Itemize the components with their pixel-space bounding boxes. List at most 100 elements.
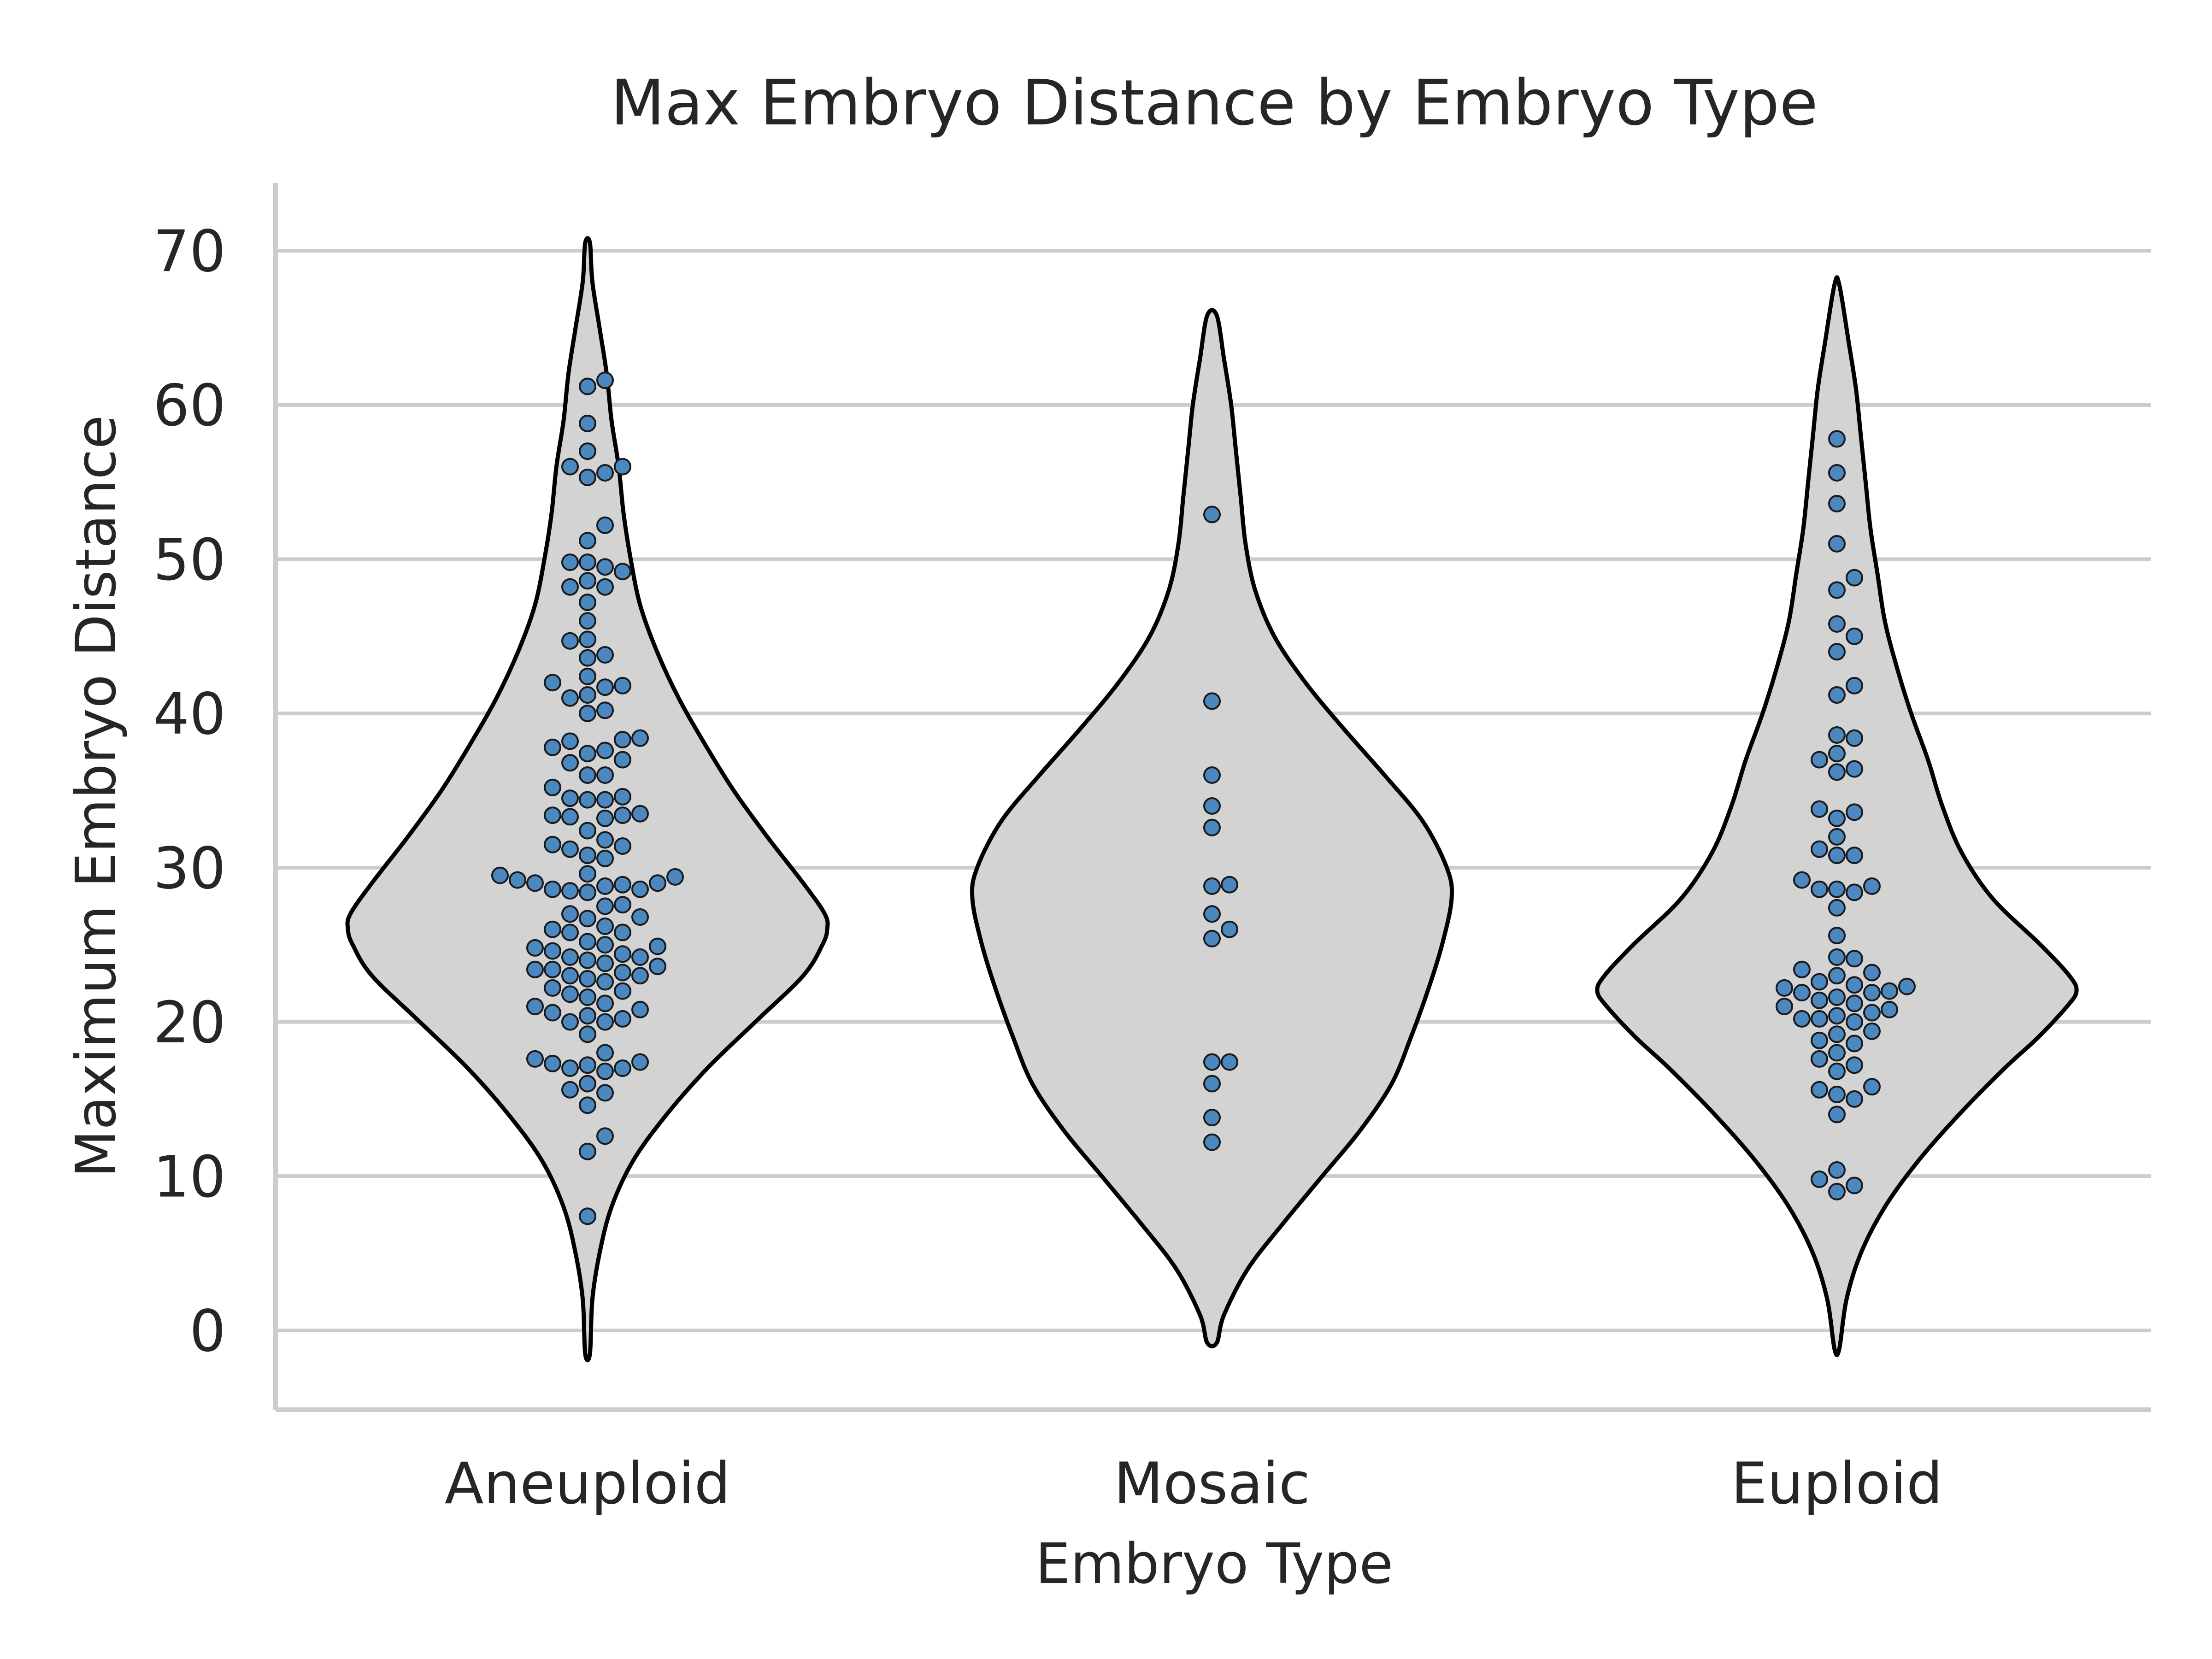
point-aneuploid-75 (596, 918, 614, 935)
point-aneuploid-12 (596, 558, 614, 576)
point-mosaic-4 (1203, 818, 1221, 836)
point-aneuploid-105 (579, 1007, 596, 1025)
point-euploid-32 (1846, 950, 1863, 968)
y-tick-label-40: 40 (153, 681, 226, 747)
point-aneuploid-94 (631, 967, 649, 985)
point-aneuploid-27 (579, 686, 596, 704)
point-aneuploid-55 (561, 840, 579, 858)
point-euploid-58 (1811, 1050, 1828, 1068)
point-euploid-17 (1811, 800, 1828, 818)
point-euploid-18 (1846, 803, 1863, 821)
point-mosaic-13 (1203, 1109, 1221, 1127)
point-aneuploid-37 (614, 751, 631, 769)
point-aneuploid-47 (614, 806, 631, 824)
point-euploid-4 (1846, 569, 1863, 587)
point-euploid-0 (1828, 430, 1846, 448)
x-tick-label-mosaic: Mosaic (1114, 1451, 1310, 1517)
point-aneuploid-11 (561, 553, 579, 571)
point-euploid-15 (1846, 760, 1863, 778)
point-aneuploid-113 (544, 1054, 561, 1072)
point-aneuploid-43 (561, 789, 579, 807)
point-aneuploid-97 (544, 979, 561, 997)
point-aneuploid-98 (614, 982, 631, 1000)
point-mosaic-8 (1221, 920, 1238, 938)
point-aneuploid-44 (579, 791, 596, 809)
point-aneuploid-34 (544, 738, 561, 756)
point-aneuploid-86 (631, 948, 649, 966)
point-aneuploid-59 (491, 866, 509, 884)
point-aneuploid-116 (614, 1059, 631, 1077)
point-euploid-66 (1828, 1161, 1846, 1179)
point-aneuploid-79 (579, 933, 596, 951)
point-euploid-54 (1828, 1025, 1846, 1043)
point-aneuploid-84 (614, 945, 631, 963)
point-mosaic-5 (1221, 876, 1238, 894)
point-aneuploid-76 (544, 920, 561, 938)
point-aneuploid-106 (614, 1010, 631, 1028)
point-aneuploid-32 (614, 731, 631, 748)
point-euploid-68 (1846, 1177, 1863, 1194)
point-euploid-12 (1846, 729, 1863, 747)
point-aneuploid-60 (666, 868, 684, 886)
point-aneuploid-50 (596, 809, 614, 827)
point-aneuploid-104 (544, 1004, 561, 1022)
point-euploid-22 (1828, 847, 1846, 865)
point-aneuploid-122 (596, 1127, 614, 1145)
point-euploid-51 (1793, 1010, 1811, 1028)
point-mosaic-10 (1203, 1053, 1221, 1071)
point-aneuploid-57 (596, 849, 614, 867)
point-aneuploid-38 (561, 754, 579, 772)
point-euploid-20 (1828, 828, 1846, 846)
point-euploid-49 (1828, 1007, 1846, 1025)
point-aneuploid-96 (596, 973, 614, 991)
point-aneuploid-4 (561, 458, 579, 476)
point-aneuploid-112 (631, 1053, 649, 1071)
point-euploid-48 (1863, 1004, 1881, 1022)
point-aneuploid-7 (579, 469, 596, 486)
point-aneuploid-10 (579, 553, 596, 571)
y-tick-label-10: 10 (153, 1144, 226, 1210)
point-euploid-34 (1863, 964, 1881, 982)
y-tick-label-60: 60 (153, 373, 226, 439)
point-euploid-64 (1846, 1090, 1863, 1108)
point-euploid-69 (1828, 1182, 1846, 1200)
point-aneuploid-20 (561, 632, 579, 650)
point-aneuploid-124 (579, 1207, 596, 1225)
point-euploid-39 (1776, 979, 1793, 997)
point-aneuploid-21 (596, 646, 614, 664)
point-euploid-36 (1811, 973, 1828, 991)
y-axis-label: Maximum Embryo Distance (65, 415, 129, 1178)
point-aneuploid-110 (596, 1044, 614, 1062)
point-euploid-3 (1828, 535, 1846, 553)
point-aneuploid-99 (561, 985, 579, 1003)
y-tick-label-30: 30 (153, 835, 226, 902)
point-aneuploid-15 (596, 578, 614, 596)
point-euploid-6 (1828, 615, 1846, 633)
point-aneuploid-89 (649, 958, 666, 976)
point-aneuploid-3 (579, 442, 596, 460)
point-aneuploid-29 (596, 701, 614, 719)
point-euploid-16 (1828, 763, 1846, 781)
point-aneuploid-53 (544, 835, 561, 853)
point-aneuploid-22 (579, 649, 596, 667)
point-euploid-11 (1828, 726, 1846, 744)
point-aneuploid-8 (596, 516, 614, 534)
point-euploid-67 (1811, 1171, 1828, 1188)
point-aneuploid-123 (579, 1142, 596, 1160)
point-aneuploid-6 (596, 464, 614, 482)
point-aneuploid-36 (579, 745, 596, 763)
point-euploid-19 (1828, 809, 1846, 827)
point-aneuploid-120 (596, 1084, 614, 1102)
point-aneuploid-62 (526, 874, 544, 892)
point-aneuploid-74 (579, 910, 596, 928)
point-euploid-55 (1811, 1031, 1828, 1049)
point-euploid-33 (1793, 960, 1811, 978)
point-euploid-37 (1846, 976, 1863, 994)
point-aneuploid-63 (649, 874, 666, 892)
x-axis-label: Embryo Type (1035, 1532, 1393, 1596)
point-euploid-27 (1811, 880, 1828, 898)
point-aneuploid-19 (579, 630, 596, 648)
point-aneuploid-14 (579, 572, 596, 590)
point-euploid-61 (1863, 1078, 1881, 1096)
point-mosaic-7 (1203, 905, 1221, 923)
